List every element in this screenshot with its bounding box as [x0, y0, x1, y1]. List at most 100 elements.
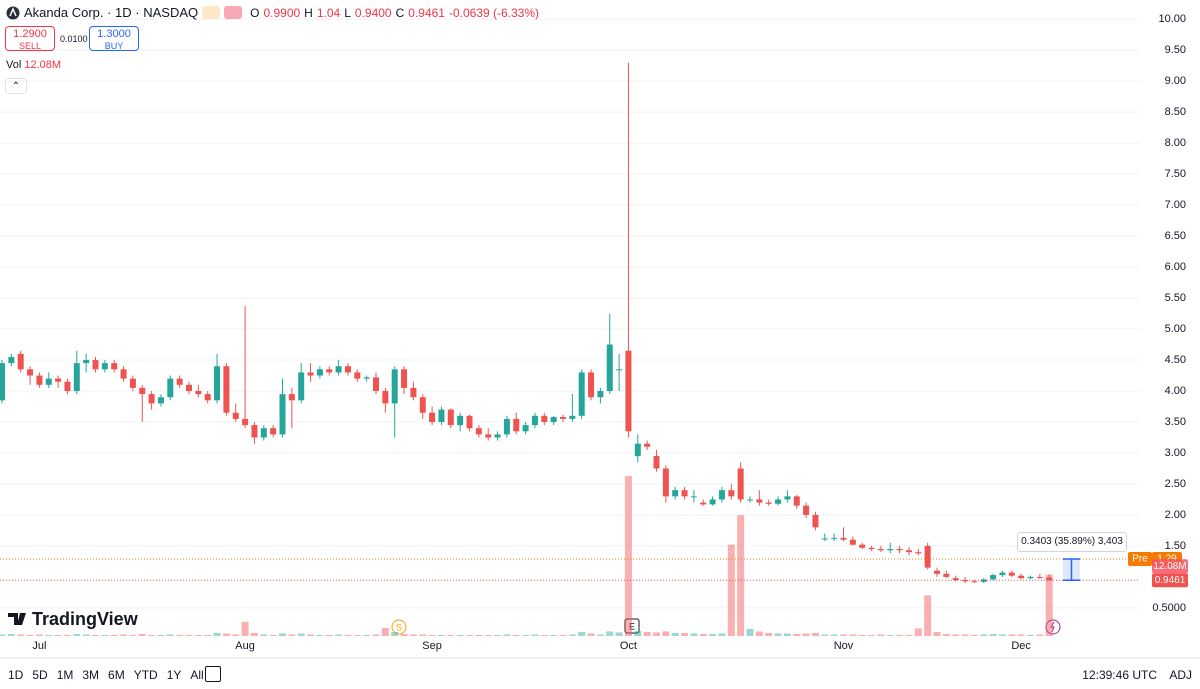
- candle-body: [672, 490, 679, 497]
- volume-bar: [279, 633, 286, 636]
- candle-body: [419, 397, 426, 413]
- candle-body: [494, 434, 501, 438]
- volume-bar: [0, 634, 6, 636]
- volume-tag-label: 12.08M: [1153, 561, 1186, 572]
- volume-bar: [924, 595, 932, 636]
- volume-bar: [624, 476, 632, 636]
- y-tick-label: 4.50: [1165, 354, 1186, 366]
- candle-body: [1036, 576, 1043, 578]
- volume-bar: [830, 634, 838, 636]
- range-button[interactable]: 1M: [56, 668, 74, 682]
- volume-bar: [989, 633, 997, 636]
- symbol-icon: [6, 6, 20, 19]
- candle-body: [260, 428, 267, 438]
- y-tick-label: 7.00: [1165, 199, 1186, 211]
- candle-body: [64, 381, 71, 392]
- candle-body: [924, 545, 931, 568]
- volume-legend: Vol 12.08M: [6, 59, 61, 71]
- volume-bar: [755, 631, 763, 636]
- volume-bar: [737, 515, 745, 636]
- volume-bar: [699, 633, 707, 636]
- y-tick-label: 3.50: [1165, 416, 1186, 428]
- volume-bar: [316, 634, 324, 636]
- volume-bar: [232, 634, 240, 636]
- volume-bar: [858, 634, 866, 636]
- candle-body: [943, 573, 950, 577]
- volume-bar: [606, 631, 614, 636]
- y-tick-label: 0.5000: [1152, 602, 1186, 614]
- adjust-button[interactable]: ADJ: [1169, 668, 1192, 682]
- ohlc-value: 0.9400: [354, 5, 392, 20]
- date-picker[interactable]: [205, 666, 221, 682]
- candle-body: [812, 514, 819, 528]
- volume-bar: [419, 634, 427, 636]
- range-button[interactable]: All: [190, 668, 204, 682]
- marker-s[interactable]: [391, 619, 407, 635]
- candle-body: [279, 394, 286, 435]
- y-tick-label: 5.50: [1165, 292, 1186, 304]
- volume-bar: [840, 634, 847, 636]
- candle-body: [644, 443, 651, 447]
- candle-body: [45, 378, 52, 385]
- y-tick-label: 5.00: [1165, 323, 1186, 335]
- volume-bar: [344, 634, 352, 636]
- candle-body: [578, 372, 585, 416]
- candle-body: [541, 415, 548, 423]
- candle-body: [382, 391, 389, 404]
- volume-bar: [942, 633, 950, 636]
- candle-body: [176, 378, 183, 385]
- ohlc-label: L: [344, 5, 351, 20]
- candle-body: [690, 496, 697, 498]
- volume-bar: [718, 633, 726, 636]
- candle-body: [101, 363, 108, 370]
- candle-body: [410, 387, 417, 398]
- marker-e-label[interactable]: E: [629, 621, 635, 631]
- range-button[interactable]: YTD: [133, 668, 158, 682]
- sell-label: SELL: [18, 41, 42, 51]
- volume-bar: [980, 634, 988, 636]
- candle-body: [111, 363, 118, 370]
- candle-body: [139, 387, 146, 395]
- x-tick-label: Jul: [32, 640, 46, 652]
- range-button[interactable]: 1D: [8, 668, 24, 682]
- volume-bar: [381, 627, 389, 636]
- y-tick-label: 2.00: [1165, 509, 1186, 521]
- candle-body: [344, 366, 351, 373]
- volume-bar: [447, 634, 455, 636]
- sell-button[interactable]: 1.2900 SELL: [5, 26, 55, 51]
- candle-body: [232, 412, 239, 419]
- candle-body: [775, 499, 782, 504]
- candle-body: [625, 350, 632, 432]
- marker-e[interactable]: [624, 618, 640, 634]
- range-button[interactable]: 6M: [108, 668, 125, 682]
- premarket-tag: [1128, 551, 1152, 566]
- logo-icon: [8, 613, 26, 625]
- range-button[interactable]: 5D: [32, 668, 48, 682]
- volume-bar: [1017, 634, 1025, 636]
- range-button[interactable]: 1Y: [166, 668, 182, 682]
- buy-button[interactable]: 1.3000 BUY: [89, 26, 139, 51]
- volume-bar: [391, 631, 399, 636]
- collapse-button[interactable]: ⌃: [5, 78, 27, 94]
- candle-body: [447, 409, 454, 426]
- candle-body: [915, 552, 922, 554]
- candle-body: [634, 443, 641, 457]
- volume-bar: [204, 634, 212, 636]
- candle-body: [737, 468, 744, 500]
- range-button[interactable]: 3M: [82, 668, 100, 682]
- candle-body: [887, 549, 894, 551]
- candle-body: [905, 550, 912, 553]
- candle-body: [298, 372, 305, 401]
- volume-bar: [727, 544, 735, 636]
- y-tick-label: 8.00: [1165, 137, 1186, 149]
- volume-bar: [998, 634, 1006, 636]
- volume-bar: [578, 631, 586, 636]
- measure-tooltip: 0.3403 (35.89%) 3,403: [1017, 532, 1127, 552]
- candle-body: [83, 360, 90, 364]
- volume-label: Vol: [6, 59, 22, 71]
- badge: [202, 6, 221, 19]
- volume-bar: [811, 632, 819, 636]
- marker-s-label[interactable]: S: [396, 622, 402, 632]
- candle-body: [335, 366, 342, 373]
- candle-body: [868, 547, 875, 550]
